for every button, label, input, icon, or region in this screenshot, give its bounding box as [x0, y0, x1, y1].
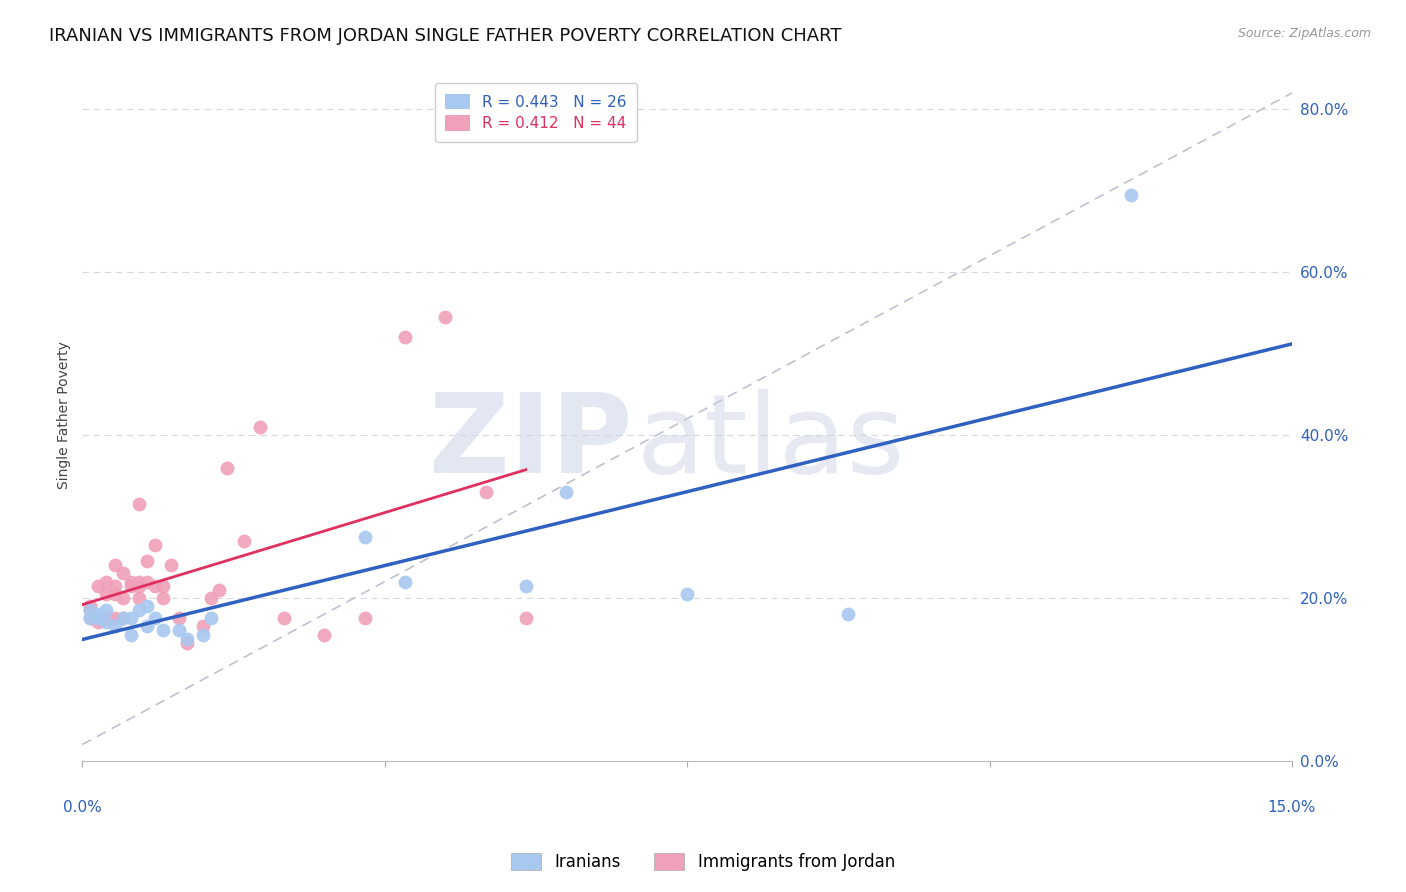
Point: [515, 579, 537, 593]
Point: [128, 574, 150, 589]
Point: [176, 632, 198, 646]
Point: [79, 611, 101, 625]
Point: [111, 566, 134, 581]
Point: [515, 611, 537, 625]
Point: [143, 579, 166, 593]
Point: [474, 485, 496, 500]
Point: [111, 611, 134, 625]
Text: Source: ZipAtlas.com: Source: ZipAtlas.com: [1237, 27, 1371, 40]
Point: [103, 579, 125, 593]
Point: [160, 558, 183, 573]
Point: [200, 591, 222, 605]
Point: [120, 611, 142, 625]
Point: [128, 591, 150, 605]
Point: [135, 574, 157, 589]
Point: [103, 611, 125, 625]
Text: ZIP: ZIP: [429, 389, 633, 496]
Point: [79, 603, 101, 617]
Point: [555, 485, 578, 500]
Point: [96, 574, 118, 589]
Point: [167, 624, 190, 638]
Point: [1119, 187, 1142, 202]
Point: [87, 607, 110, 622]
Point: [353, 530, 375, 544]
Point: [249, 420, 271, 434]
Point: [79, 603, 101, 617]
Y-axis label: Single Father Poverty: Single Father Poverty: [58, 341, 72, 489]
Point: [208, 582, 231, 597]
Text: atlas: atlas: [637, 389, 905, 496]
Text: IRANIAN VS IMMIGRANTS FROM JORDAN SINGLE FATHER POVERTY CORRELATION CHART: IRANIAN VS IMMIGRANTS FROM JORDAN SINGLE…: [49, 27, 842, 45]
Point: [143, 611, 166, 625]
Point: [273, 611, 295, 625]
Point: [128, 497, 150, 511]
Point: [394, 574, 416, 589]
Point: [152, 591, 174, 605]
Point: [314, 627, 336, 641]
Point: [135, 554, 157, 568]
Point: [676, 587, 699, 601]
Point: [79, 599, 101, 613]
Text: 15.0%: 15.0%: [1268, 800, 1316, 815]
Point: [434, 310, 457, 324]
Point: [87, 579, 110, 593]
Point: [87, 615, 110, 630]
Point: [111, 611, 134, 625]
Point: [167, 611, 190, 625]
Legend: R = 0.443   N = 26, R = 0.412   N = 44: R = 0.443 N = 26, R = 0.412 N = 44: [434, 83, 637, 142]
Point: [96, 587, 118, 601]
Point: [193, 619, 215, 633]
Point: [79, 611, 101, 625]
Point: [87, 611, 110, 625]
Point: [103, 587, 125, 601]
Point: [87, 611, 110, 625]
Point: [176, 635, 198, 649]
Point: [152, 579, 174, 593]
Point: [837, 607, 859, 622]
Point: [217, 460, 239, 475]
Point: [96, 615, 118, 630]
Point: [193, 627, 215, 641]
Point: [353, 611, 375, 625]
Point: [135, 619, 157, 633]
Point: [152, 624, 174, 638]
Point: [96, 611, 118, 625]
Point: [120, 574, 142, 589]
Point: [120, 627, 142, 641]
Point: [96, 603, 118, 617]
Point: [111, 591, 134, 605]
Point: [143, 538, 166, 552]
Point: [232, 533, 254, 548]
Point: [103, 619, 125, 633]
Point: [200, 611, 222, 625]
Text: 0.0%: 0.0%: [63, 800, 101, 815]
Point: [128, 579, 150, 593]
Point: [128, 603, 150, 617]
Legend: Iranians, Immigrants from Jordan: Iranians, Immigrants from Jordan: [503, 845, 903, 880]
Point: [135, 599, 157, 613]
Point: [103, 558, 125, 573]
Point: [394, 330, 416, 344]
Point: [120, 579, 142, 593]
